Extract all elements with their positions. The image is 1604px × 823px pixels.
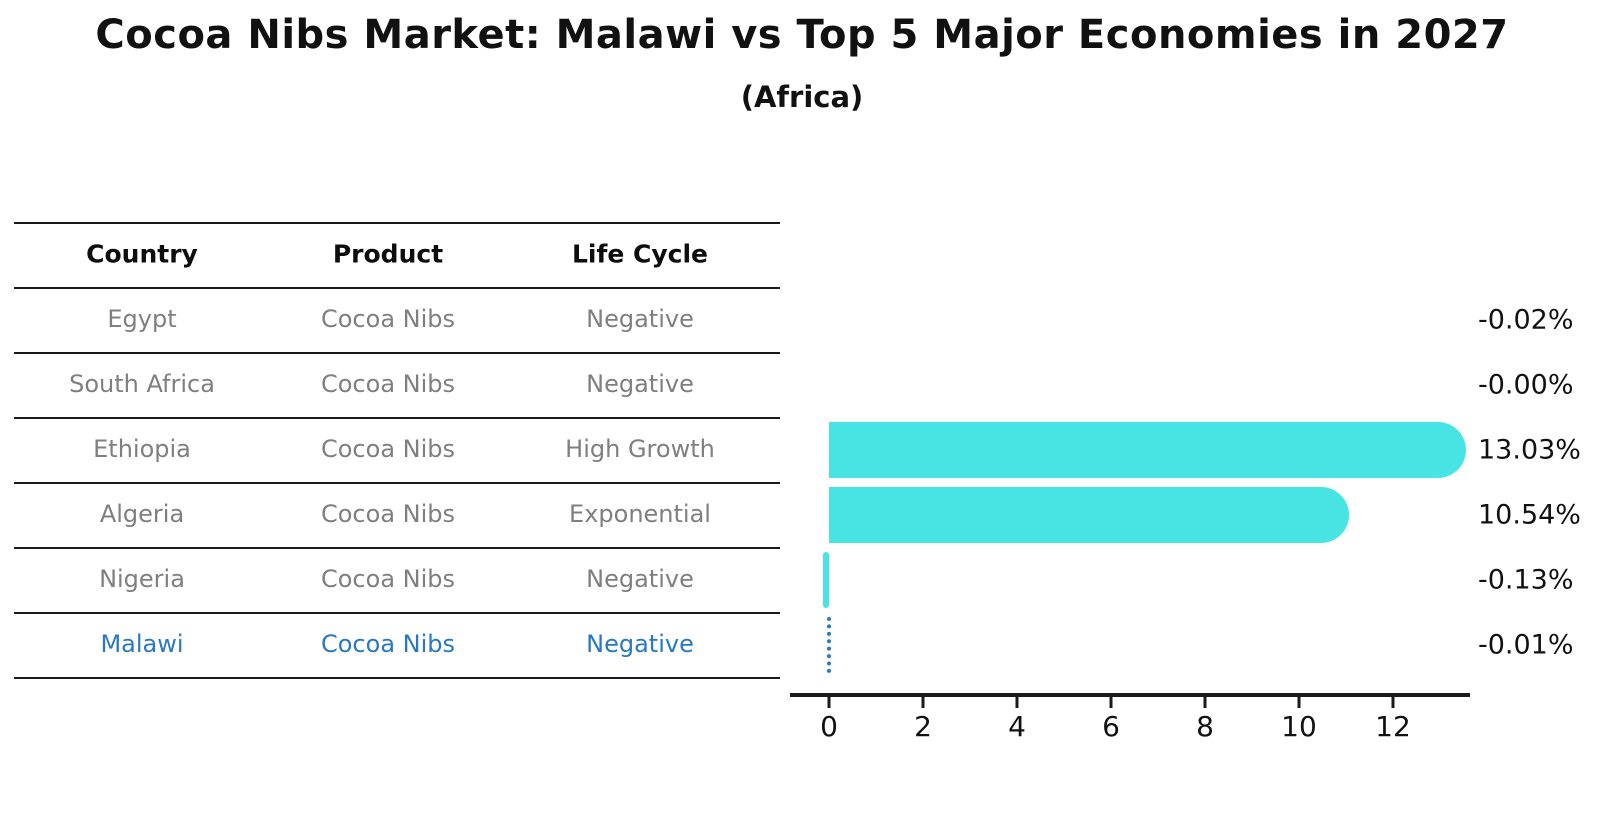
value-label: -0.02% (1478, 304, 1574, 336)
x-axis-line (790, 693, 1470, 697)
table-cell-life-cycle: Negative (586, 565, 694, 593)
x-axis-tick-label: 4 (1008, 710, 1026, 743)
bar-algeria (829, 487, 1350, 543)
table-separator-line (14, 287, 780, 289)
value-label: -0.13% (1478, 564, 1574, 596)
table-cell-product: Cocoa Nibs (320, 500, 456, 528)
table-separator-line (14, 482, 780, 484)
table-cell-product: Cocoa Nibs (320, 435, 456, 463)
highlight-zero-marker (827, 617, 831, 673)
table-cell-product: Cocoa Nibs (320, 305, 456, 333)
table-header-life-cycle: Life Cycle (571, 239, 709, 269)
value-label: -0.01% (1478, 629, 1574, 661)
table-cell-country: Nigeria (99, 565, 185, 593)
value-label: -0.00% (1478, 369, 1574, 401)
table-cell-product: Cocoa Nibs (320, 630, 456, 658)
table-separator-line (14, 677, 780, 679)
table-cell-life-cycle: Negative (586, 370, 694, 398)
table-cell-life-cycle: Negative (586, 630, 694, 658)
table-cell-life-cycle: Negative (586, 305, 694, 333)
table-header-product: Product (332, 239, 444, 269)
x-axis-tick (1203, 697, 1207, 708)
bar-ethiopia (829, 422, 1467, 478)
x-axis-tick-label: 12 (1375, 710, 1411, 743)
value-label: 13.03% (1478, 434, 1581, 466)
table-cell-product: Cocoa Nibs (320, 565, 456, 593)
bar-nigeria (822, 552, 829, 608)
table-separator-line (14, 352, 780, 354)
x-axis-tick (827, 697, 831, 708)
x-axis-tick (1109, 697, 1113, 708)
table-cell-country: Ethiopia (93, 435, 191, 463)
table-cell-country: Malawi (100, 630, 184, 658)
table-cell-country: Egypt (107, 305, 177, 333)
table-separator-line (14, 417, 780, 419)
table-cell-life-cycle: High Growth (565, 435, 715, 463)
table-cell-country: South Africa (69, 370, 215, 398)
x-axis-tick (1015, 697, 1019, 708)
table-cell-product: Cocoa Nibs (320, 370, 456, 398)
x-axis-tick-label: 6 (1102, 710, 1120, 743)
x-axis-tick (921, 697, 925, 708)
x-axis-tick-label: 10 (1281, 710, 1317, 743)
chart-title: Cocoa Nibs Market: Malawi vs Top 5 Major… (95, 12, 1509, 58)
x-axis-tick (1297, 697, 1301, 708)
table-separator-line (14, 547, 780, 549)
table-header-country: Country (86, 239, 198, 269)
table-cell-life-cycle: Exponential (569, 500, 711, 528)
table-separator-line (14, 612, 780, 614)
chart-subtitle: (Africa) (740, 80, 864, 114)
x-axis-tick (1391, 697, 1395, 708)
x-axis-tick-label: 8 (1196, 710, 1214, 743)
table-separator-line (14, 222, 780, 224)
value-label: 10.54% (1478, 499, 1581, 531)
table-cell-country: Algeria (99, 500, 185, 528)
x-axis-tick-label: 2 (914, 710, 932, 743)
x-axis-tick-label: 0 (820, 710, 838, 743)
